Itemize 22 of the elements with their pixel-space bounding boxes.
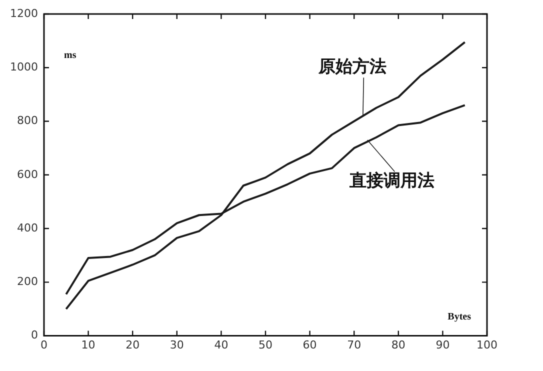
x-tick-label: 20 [126,338,140,352]
y-tick-label: 800 [16,114,38,128]
x-tick-label: 60 [302,338,317,352]
x-tick-label: 50 [258,338,272,352]
y-tick-label: 400 [16,221,38,234]
x-tick-label: 90 [436,338,450,352]
x-tick-label: 100 [476,338,498,352]
y-tick-label: 1000 [10,60,38,74]
x-tick-label: 40 [214,338,228,352]
y-tick-label: 600 [16,168,38,181]
legend-label: 直接调用法 [348,171,435,192]
y-tick-label: 1200 [10,6,38,20]
x-tick-label: 0 [40,338,48,352]
x-tick-label: 30 [170,338,184,352]
y-tick-label: 0 [30,328,38,342]
x-tick-label: 80 [391,338,406,352]
y-axis-title: ms [64,50,76,62]
x-tick-label: 70 [347,338,362,352]
y-tick-label: 200 [16,275,38,288]
series-label: 原始方法 [318,57,387,78]
x-tick-label: 10 [81,338,96,352]
x-axis-title: Bytes [448,311,472,322]
